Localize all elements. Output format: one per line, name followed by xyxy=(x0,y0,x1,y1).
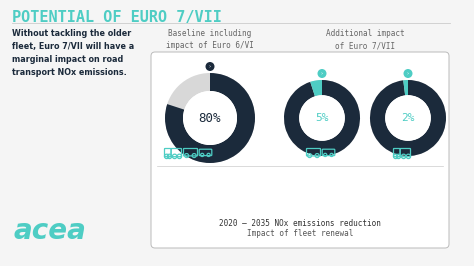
Text: Without tackling the older
fleet, Euro 7/VII will have a
marginal impact on road: Without tackling the older fleet, Euro 7… xyxy=(12,29,134,77)
Text: Baseline including
impact of Euro 6/VI: Baseline including impact of Euro 6/VI xyxy=(166,29,254,51)
FancyBboxPatch shape xyxy=(151,52,449,248)
Circle shape xyxy=(299,95,345,141)
Text: ›: › xyxy=(321,71,323,76)
Wedge shape xyxy=(165,73,255,163)
Text: acea: acea xyxy=(14,217,87,245)
Text: 80%: 80% xyxy=(199,111,221,124)
Circle shape xyxy=(318,69,327,78)
Circle shape xyxy=(206,62,215,71)
Wedge shape xyxy=(165,73,255,163)
Circle shape xyxy=(183,91,237,145)
Text: 2020 – 2035 NOx emissions reduction: 2020 – 2035 NOx emissions reduction xyxy=(219,218,381,227)
Wedge shape xyxy=(284,80,360,156)
Wedge shape xyxy=(310,80,322,96)
Text: POTENTIAL OF EURO 7/VII: POTENTIAL OF EURO 7/VII xyxy=(12,10,222,25)
Wedge shape xyxy=(370,80,446,156)
Text: ›: › xyxy=(209,64,211,69)
Text: Additional impact
of Euro 7/VII: Additional impact of Euro 7/VII xyxy=(326,29,404,51)
Text: ›: › xyxy=(407,71,409,76)
Text: 2%: 2% xyxy=(401,113,415,123)
Text: Impact of fleet renewal: Impact of fleet renewal xyxy=(247,230,353,239)
Wedge shape xyxy=(284,80,360,156)
Text: 5%: 5% xyxy=(315,113,329,123)
Circle shape xyxy=(385,95,431,141)
Circle shape xyxy=(403,69,412,78)
Wedge shape xyxy=(403,80,408,95)
Wedge shape xyxy=(370,80,446,156)
